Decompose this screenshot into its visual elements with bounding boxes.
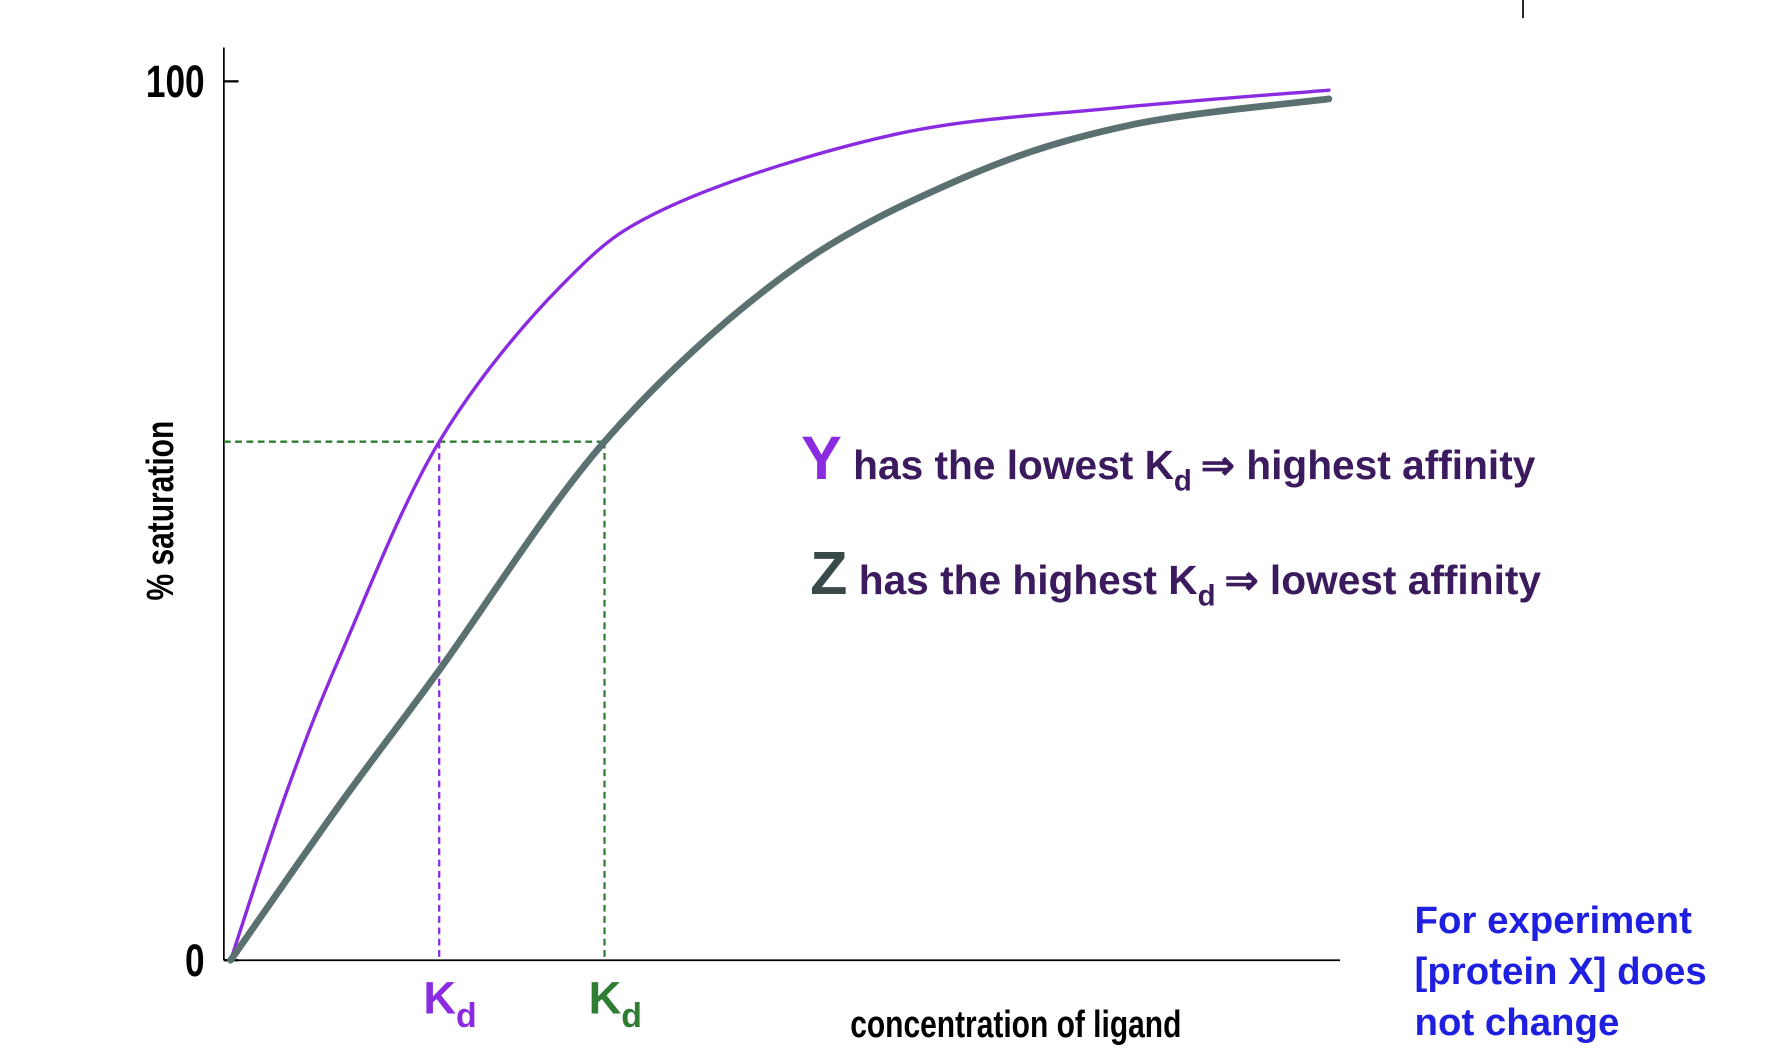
- kd-subscript: d: [621, 997, 642, 1035]
- note-line: not change: [1415, 1001, 1620, 1044]
- kd-letter: K: [423, 972, 456, 1023]
- curve: [228, 88, 1331, 962]
- kd-label: Kd: [589, 972, 642, 1035]
- annotation-text: ⇒ lowest affinity: [1225, 557, 1542, 603]
- annotation-text: has the highest K: [859, 557, 1198, 603]
- y-tick-label: 100: [146, 56, 205, 107]
- kd-label: Kd: [423, 972, 476, 1035]
- kd-letter: K: [589, 972, 622, 1023]
- annotation-subscript: d: [1174, 464, 1192, 497]
- kd-subscript: d: [456, 997, 477, 1035]
- annotation-letter: Y: [801, 424, 842, 492]
- annotation-subscript: d: [1198, 580, 1216, 613]
- y-axis-label: % saturation: [140, 421, 182, 601]
- annotation-text: ⇒ highest affinity: [1201, 442, 1536, 488]
- annotation-letter: Z: [810, 539, 847, 607]
- note-line: [protein X] does: [1415, 950, 1707, 993]
- annotation-text: has the lowest K: [853, 442, 1174, 488]
- note-line: For experiment: [1415, 899, 1693, 942]
- y-tick-label: 0: [185, 935, 205, 986]
- curve: [227, 95, 1333, 964]
- x-axis-label: concentration of ligand: [850, 1004, 1181, 1046]
